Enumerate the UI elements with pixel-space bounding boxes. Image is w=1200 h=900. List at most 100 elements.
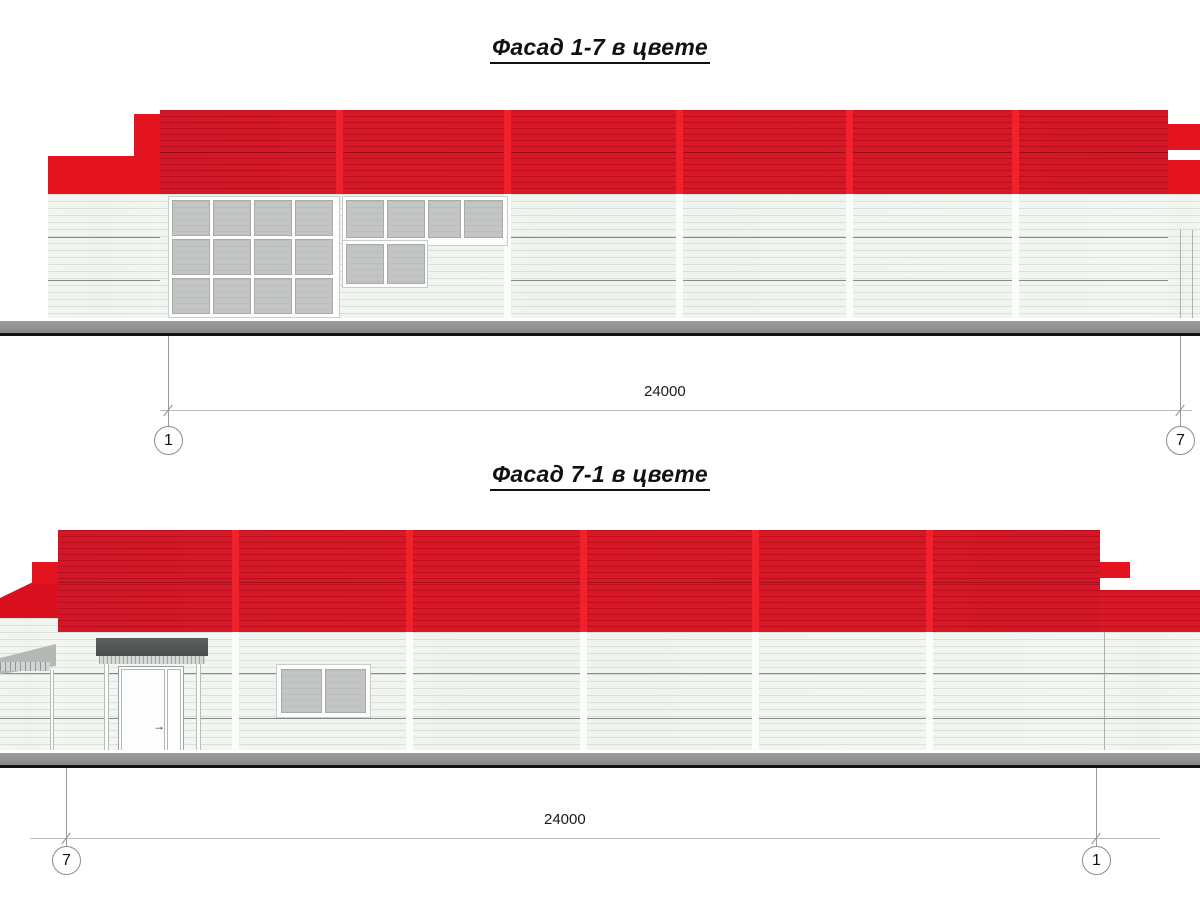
right-end-siding xyxy=(1168,194,1200,318)
awning-post xyxy=(50,670,54,754)
siding-column-strip xyxy=(926,632,933,754)
siding-column-strip xyxy=(580,632,587,754)
siding-joint xyxy=(0,673,1100,674)
fascia-column-strip xyxy=(846,110,853,194)
main-siding xyxy=(58,632,1100,754)
siding-vertical-joint xyxy=(1180,230,1181,318)
axis-bubble-right: 7 xyxy=(1166,426,1195,455)
axis-extension-line-left xyxy=(168,336,169,440)
plinth-band xyxy=(0,753,1200,765)
axis-bubble-left: 1 xyxy=(154,426,183,455)
elevation-facade-7-1: → xyxy=(0,510,1200,770)
glazing-pane xyxy=(295,278,333,314)
siding-joint xyxy=(504,237,1168,238)
axis-bubble-right: 1 xyxy=(1082,846,1111,875)
right-red-tab xyxy=(1100,562,1130,578)
siding-column-strip xyxy=(1012,194,1019,318)
siding-column-strip xyxy=(406,632,413,754)
axis-bubble-label: 1 xyxy=(164,431,173,449)
glazing-pane xyxy=(295,239,333,275)
glazing-pane xyxy=(387,200,425,238)
axis-bubble-label: 7 xyxy=(1176,431,1185,449)
siding-joint xyxy=(1100,673,1200,674)
siding-joint xyxy=(48,280,160,281)
glazing-pane xyxy=(213,200,251,236)
ground-line xyxy=(0,333,1200,336)
siding-column-strip xyxy=(846,194,853,318)
left-wing-red-parapet xyxy=(48,156,160,194)
siding-column-strip xyxy=(676,194,683,318)
axis-bubble-label: 1 xyxy=(1092,851,1101,869)
right-red-band xyxy=(1100,590,1200,632)
main-red-fascia xyxy=(58,530,1100,632)
glazing-pane xyxy=(172,239,210,275)
page-title-facade-1-7: Фасад 1-7 в цвете xyxy=(0,34,1200,64)
dimension-label: 24000 xyxy=(544,811,586,828)
window-pane-right xyxy=(325,669,366,713)
axis-extension-line-right xyxy=(1096,768,1097,868)
glazing-pane xyxy=(172,200,210,236)
glazing-pane xyxy=(213,278,251,314)
fascia-column-strip xyxy=(232,530,239,632)
fascia-column-strip xyxy=(406,530,413,632)
siding-column-strip xyxy=(232,632,239,754)
glazing-pane xyxy=(254,200,292,236)
entrance-canopy-underside xyxy=(99,656,205,664)
title-text: Фасад 1-7 в цвете xyxy=(490,34,710,64)
entrance-door-sidelight xyxy=(167,669,181,751)
siding-column-strip xyxy=(752,632,759,754)
glazing-pane xyxy=(428,200,461,238)
glazing-pane xyxy=(387,244,425,284)
fascia-column-strip xyxy=(1012,110,1019,194)
awning-rib-detail xyxy=(0,662,50,671)
right-end-siding xyxy=(1100,632,1200,754)
ground-line xyxy=(0,765,1200,768)
axis-extension-line-left xyxy=(66,768,67,868)
glazing-pane xyxy=(213,239,251,275)
dimension-label: 24000 xyxy=(644,383,686,400)
siding-column-strip xyxy=(504,194,511,318)
glazing-pane xyxy=(346,244,384,284)
left-red-tab xyxy=(134,114,162,158)
fascia-column-strip xyxy=(926,530,933,632)
entrance-post-right xyxy=(196,664,201,754)
siding-joint xyxy=(48,237,160,238)
siding-joint xyxy=(0,718,1100,719)
axis-bubble-left: 7 xyxy=(52,846,81,875)
left-wing-siding xyxy=(48,194,160,318)
fascia-column-strip xyxy=(580,530,587,632)
entrance-canopy xyxy=(96,638,208,656)
fascia-column-strip xyxy=(752,530,759,632)
window-pane-left xyxy=(281,669,322,713)
glazing-pane xyxy=(346,200,384,238)
fascia-column-strip xyxy=(504,110,511,194)
fascia-column-strip xyxy=(676,110,683,194)
dimension-line xyxy=(30,838,1160,839)
door-handle-icon: → xyxy=(153,719,165,733)
left-end-siding xyxy=(0,618,58,754)
roof-ridge-tab xyxy=(32,562,66,584)
sloped-red-roof xyxy=(0,568,62,632)
dimension-line xyxy=(160,410,1192,411)
right-red-tab xyxy=(1168,124,1200,150)
entrance-door-leaf[interactable] xyxy=(121,669,165,751)
glazing-pane xyxy=(254,239,292,275)
fascia-column-strip xyxy=(336,110,343,194)
siding-joint xyxy=(1100,718,1200,719)
fascia-mid-joint xyxy=(58,582,1100,583)
title-text: Фасад 7-1 в цвете xyxy=(490,461,710,491)
fascia-mid-joint xyxy=(160,152,1168,153)
glazing-pane xyxy=(295,200,333,236)
entrance-post-left xyxy=(104,664,109,754)
right-red-band xyxy=(1168,160,1200,194)
page-title-facade-7-1: Фасад 7-1 в цвете xyxy=(0,461,1200,491)
glazing-pane xyxy=(172,278,210,314)
axis-extension-line-right xyxy=(1180,336,1181,440)
plinth-band xyxy=(0,321,1200,333)
axis-bubble-label: 7 xyxy=(62,851,71,869)
siding-vertical-joint xyxy=(1192,230,1193,318)
siding-vertical-joint xyxy=(1104,632,1105,754)
siding-joint xyxy=(504,280,1168,281)
elevation-facade-1-7 xyxy=(0,100,1200,340)
